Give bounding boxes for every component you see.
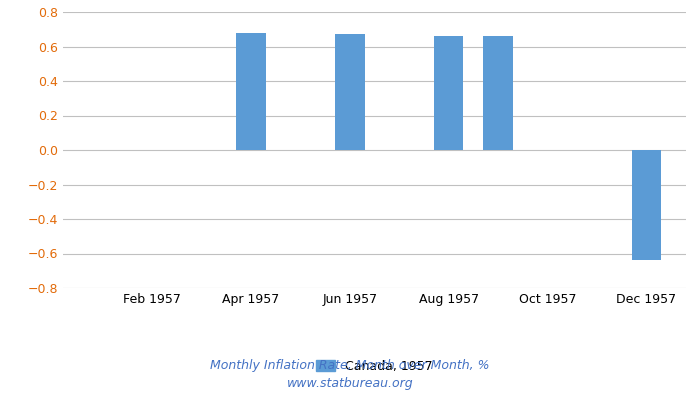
Bar (236, 33, 266, 150)
Bar (335, 34, 365, 150)
Bar (631, 150, 661, 260)
Text: Monthly Inflation Rate, Month over Month, %: Monthly Inflation Rate, Month over Month… (210, 360, 490, 372)
Bar (483, 36, 513, 150)
Legend: Canada, 1957: Canada, 1957 (312, 355, 438, 378)
Text: www.statbureau.org: www.statbureau.org (287, 378, 413, 390)
Bar (434, 36, 463, 150)
